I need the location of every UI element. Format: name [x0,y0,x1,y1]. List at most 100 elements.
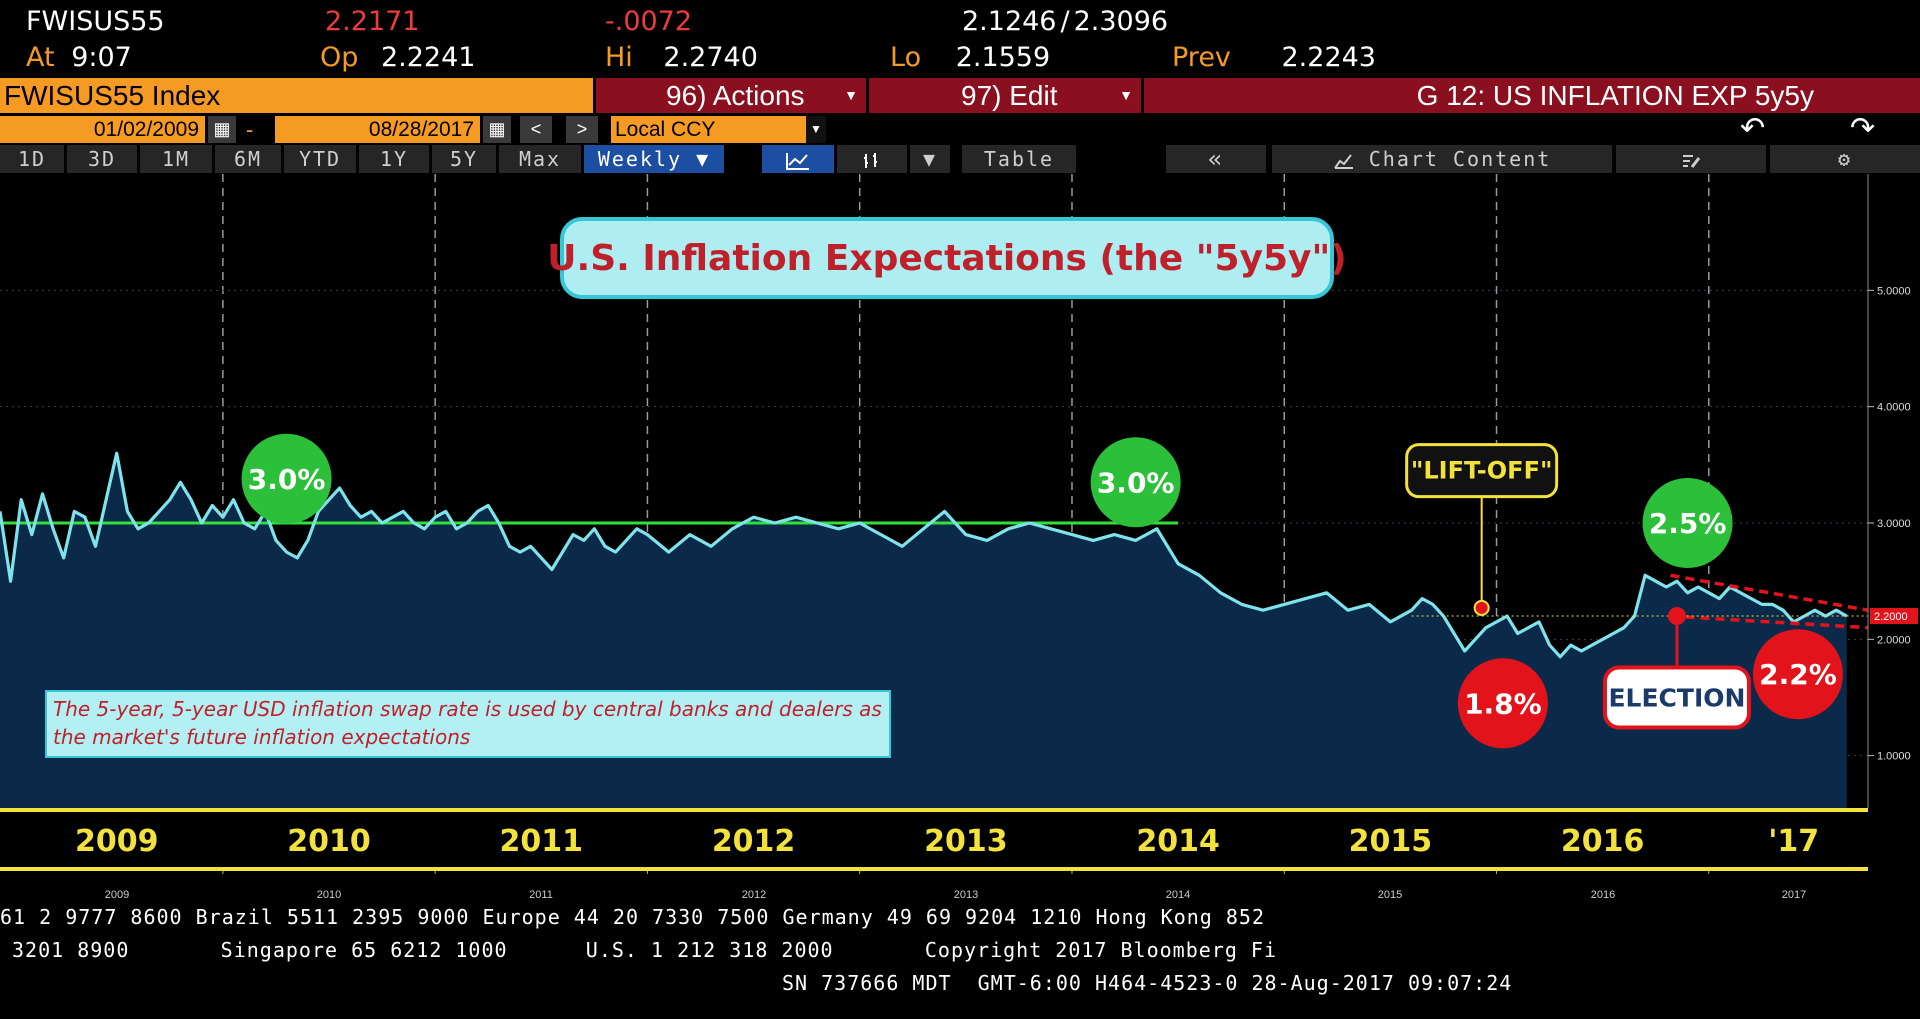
settings-button[interactable]: ⚙ [1770,145,1920,173]
year-axis-label: 2014 [1136,824,1220,859]
y-tick-label: 5.0000 [1877,285,1911,297]
year-axis-label: 2016 [1561,824,1645,859]
y-tick-label: 3.0000 [1877,518,1911,530]
redo-icon[interactable]: ↷ [1850,112,1876,145]
at-label: At [26,42,55,73]
quote-symbol: FWISUS55 [26,6,165,37]
liftoff-box [1405,443,1559,499]
bar-chart-button[interactable] [837,145,907,173]
annotate-button[interactable] [1616,145,1766,173]
small-year-label: 2012 [741,889,767,901]
small-year-label: 2015 [1377,889,1403,901]
lo-value: 2.1559 [955,42,1051,73]
small-year-label: 2014 [1165,889,1191,901]
year-axis-label: 2012 [712,824,796,859]
period-ytd[interactable]: YTD [284,145,356,173]
period-5y[interactable]: 5Y [432,145,496,173]
quote-low: Lo 2.1559 [890,42,1050,73]
quote-change: -.0072 [605,6,693,37]
quote-range: 2.1246/2.3096 [962,6,1168,37]
actions-dropdown-icon: ▼ [844,87,858,103]
chart-note-box: The 5-year, 5-year USD inflation swap ra… [45,690,891,758]
op-label: Op [320,42,359,73]
year-axis-label: 2009 [75,824,159,859]
year-band-bg [0,808,1868,874]
badge-2017-label: 2.2% [1759,658,1837,691]
liftoff-point [1473,599,1490,616]
actions-label: 96) Actions [666,80,805,111]
small-year-label: 2011 [529,889,553,901]
period-6m[interactable]: 6M [215,145,281,173]
ticker-line-3: SN 737666 MDT GMT-6:00 H464-4523-0 28-Au… [782,971,1513,995]
start-calendar-icon[interactable]: ▦ [208,116,236,143]
y-axis: 1.0000 2.0000 3.0000 4.0000 5.0000 [1867,174,1911,808]
frequency-select[interactable]: Weekly ▼ [584,145,724,173]
end-calendar-icon[interactable]: ▦ [483,116,511,143]
small-year-label: 2009 [104,889,130,901]
ticker-line-2: 3201 8900 Singapore 65 6212 1000 U.S. 1 … [12,938,1277,962]
last-value-box [1870,608,1918,625]
line-chart-button[interactable] [762,145,834,173]
currency-dropdown-icon[interactable]: ▼ [806,116,826,143]
currency-label: Local CCY [615,118,716,141]
year-axis-label: 2011 [500,824,584,859]
actions-menu[interactable]: 96) Actions ▼ [596,78,866,113]
chart-content-button[interactable]: Chart Content [1272,145,1612,173]
range-high: 2.3096 [1073,6,1169,37]
small-year-label: 2017 [1781,889,1807,901]
badge-low-2016-label: 1.8% [1464,687,1542,720]
edit-menu[interactable]: 97) Edit ▼ [869,78,1141,113]
line-chart-icon [786,152,809,170]
period-max[interactable]: Max [499,145,581,173]
year-axis-label: 2013 [924,824,1008,859]
gear-icon: ⚙ [1837,147,1853,171]
election-label: ELECTION [1608,683,1745,712]
last-value-label: 2.2000 [1874,611,1908,623]
edit-label: 97) Edit [961,80,1058,111]
election-box [1602,665,1751,730]
trend-lower [1670,614,1869,630]
series-line [0,451,1848,659]
year-axis-label: '17 [1768,824,1819,859]
quote-high: Hi 2.2740 [605,42,758,73]
small-year-label: 2013 [953,889,979,901]
badge-2014-label: 3.0% [1097,466,1175,499]
period-1y[interactable]: 1Y [359,145,429,173]
collapse-button[interactable]: « [1166,145,1266,173]
undo-icon[interactable]: ↶ [1740,112,1766,145]
start-date-input[interactable]: 01/02/2009 [0,116,205,143]
date-dash: - [246,117,254,142]
currency-select[interactable]: Local CCY [611,116,806,143]
trend-channel [1670,573,1869,630]
next-period-button[interactable]: > [566,116,598,143]
end-date-input[interactable]: 08/28/2017 [275,116,480,143]
candlestick-icon [864,152,877,168]
quote-open: Op 2.2241 [320,42,475,73]
hi-label: Hi [605,42,633,73]
badge-2016-label: 2.5% [1649,507,1727,540]
year-axis-label: 2015 [1349,824,1433,859]
hi-value: 2.2740 [663,42,758,73]
period-3d[interactable]: 3D [67,145,137,173]
badge-2010-label: 3.0% [248,463,326,496]
small-year-label: 2016 [1590,889,1616,901]
prev-period-button[interactable]: < [520,116,552,143]
election-point [1667,607,1686,626]
chart-type-dropdown[interactable]: ▼ [910,145,950,173]
trend-upper [1670,573,1869,612]
badge-2014 [1090,437,1181,528]
table-button[interactable]: Table [962,145,1076,173]
quote-last: 2.2171 [325,6,420,37]
quote-at: At 9:07 [26,42,132,73]
period-1m[interactable]: 1M [140,145,212,173]
op-value: 2.2241 [380,42,476,73]
quote-prev: Prev 2.2243 [1172,42,1376,73]
annotate-icon [1683,154,1701,168]
index-name-field[interactable]: FWISUS55 Index [0,78,593,113]
badge-low-2016 [1457,658,1548,749]
range-separator: / [1060,6,1070,37]
chart-title-bar: G 12: US INFLATION EXP 5y5y [1144,78,1920,113]
y-tick-label: 4.0000 [1877,402,1911,414]
period-1d[interactable]: 1D [0,145,64,173]
prev-label: Prev [1172,42,1231,73]
